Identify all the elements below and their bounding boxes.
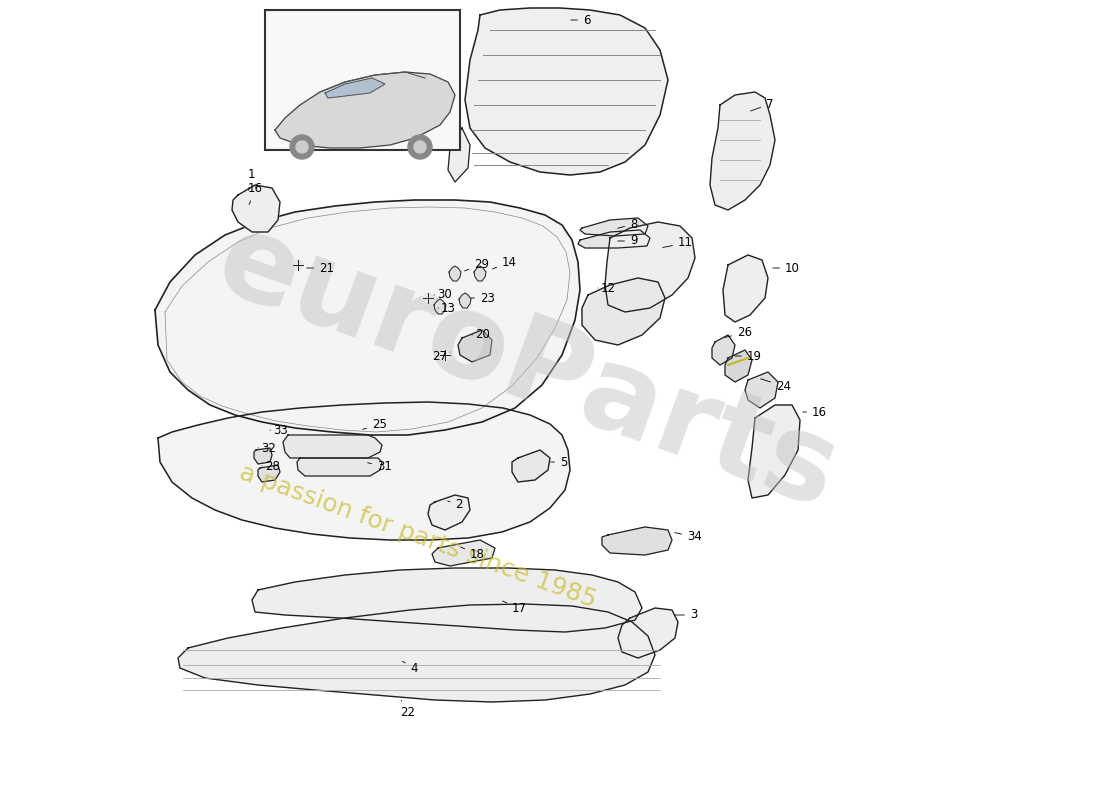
Polygon shape (448, 128, 470, 182)
Polygon shape (258, 465, 280, 482)
Text: 12: 12 (598, 282, 616, 294)
Text: 9: 9 (618, 234, 638, 247)
Text: 17: 17 (503, 601, 527, 614)
Polygon shape (254, 448, 272, 464)
Polygon shape (428, 495, 470, 530)
Text: 5: 5 (551, 455, 568, 469)
Polygon shape (275, 72, 455, 148)
Polygon shape (432, 540, 495, 566)
Text: 4: 4 (403, 662, 418, 674)
Polygon shape (578, 230, 650, 248)
Circle shape (296, 141, 308, 153)
Text: euroParts: euroParts (202, 202, 854, 534)
Polygon shape (725, 350, 752, 382)
Text: 30: 30 (434, 289, 452, 302)
Text: 28: 28 (262, 459, 280, 473)
Polygon shape (297, 458, 382, 476)
Polygon shape (155, 200, 580, 435)
Text: 21: 21 (307, 262, 334, 274)
Circle shape (290, 135, 314, 159)
Polygon shape (745, 372, 778, 408)
Text: 25: 25 (363, 418, 387, 431)
Text: 3: 3 (674, 609, 697, 622)
Text: 23: 23 (471, 291, 495, 305)
Text: 18: 18 (461, 547, 485, 561)
Text: 13: 13 (438, 302, 456, 314)
Text: 6: 6 (571, 14, 591, 26)
Bar (265, 10, 460, 150)
Polygon shape (458, 330, 492, 362)
Polygon shape (582, 278, 665, 345)
Polygon shape (618, 608, 678, 658)
Polygon shape (605, 222, 695, 312)
Polygon shape (252, 568, 642, 632)
Text: 31: 31 (367, 461, 392, 474)
Polygon shape (178, 604, 654, 702)
Text: 14: 14 (493, 255, 517, 269)
Polygon shape (602, 527, 672, 555)
Text: 22: 22 (400, 701, 415, 719)
Circle shape (408, 135, 432, 159)
Text: 27: 27 (432, 350, 450, 363)
Text: 16: 16 (248, 182, 263, 205)
Polygon shape (712, 335, 735, 365)
Circle shape (414, 141, 426, 153)
Polygon shape (580, 218, 648, 236)
Polygon shape (710, 92, 776, 210)
Polygon shape (158, 402, 570, 540)
Text: 32: 32 (258, 442, 276, 454)
Polygon shape (283, 435, 382, 458)
Circle shape (293, 260, 303, 270)
Polygon shape (748, 405, 800, 498)
Text: 1: 1 (248, 169, 255, 190)
Text: 20: 20 (472, 329, 490, 342)
Polygon shape (512, 450, 550, 482)
Text: a passion for parts since 1985: a passion for parts since 1985 (236, 460, 600, 612)
Text: 26: 26 (725, 326, 752, 339)
Text: 24: 24 (760, 379, 791, 393)
Polygon shape (232, 185, 280, 232)
Text: 16: 16 (803, 406, 827, 418)
Text: 2: 2 (448, 498, 463, 511)
Text: 11: 11 (662, 237, 693, 250)
Polygon shape (324, 78, 385, 98)
Circle shape (440, 350, 450, 360)
Text: 19: 19 (735, 350, 762, 362)
Polygon shape (723, 255, 768, 322)
Polygon shape (474, 266, 486, 281)
Polygon shape (465, 8, 668, 175)
Text: 29: 29 (464, 258, 490, 271)
Polygon shape (449, 266, 461, 281)
Text: 7: 7 (750, 98, 773, 111)
Text: 10: 10 (773, 262, 800, 274)
Text: 33: 33 (270, 423, 288, 437)
Polygon shape (459, 293, 471, 308)
Text: 8: 8 (618, 218, 637, 230)
Polygon shape (434, 299, 446, 314)
Text: 34: 34 (674, 530, 702, 543)
Circle shape (424, 293, 433, 303)
